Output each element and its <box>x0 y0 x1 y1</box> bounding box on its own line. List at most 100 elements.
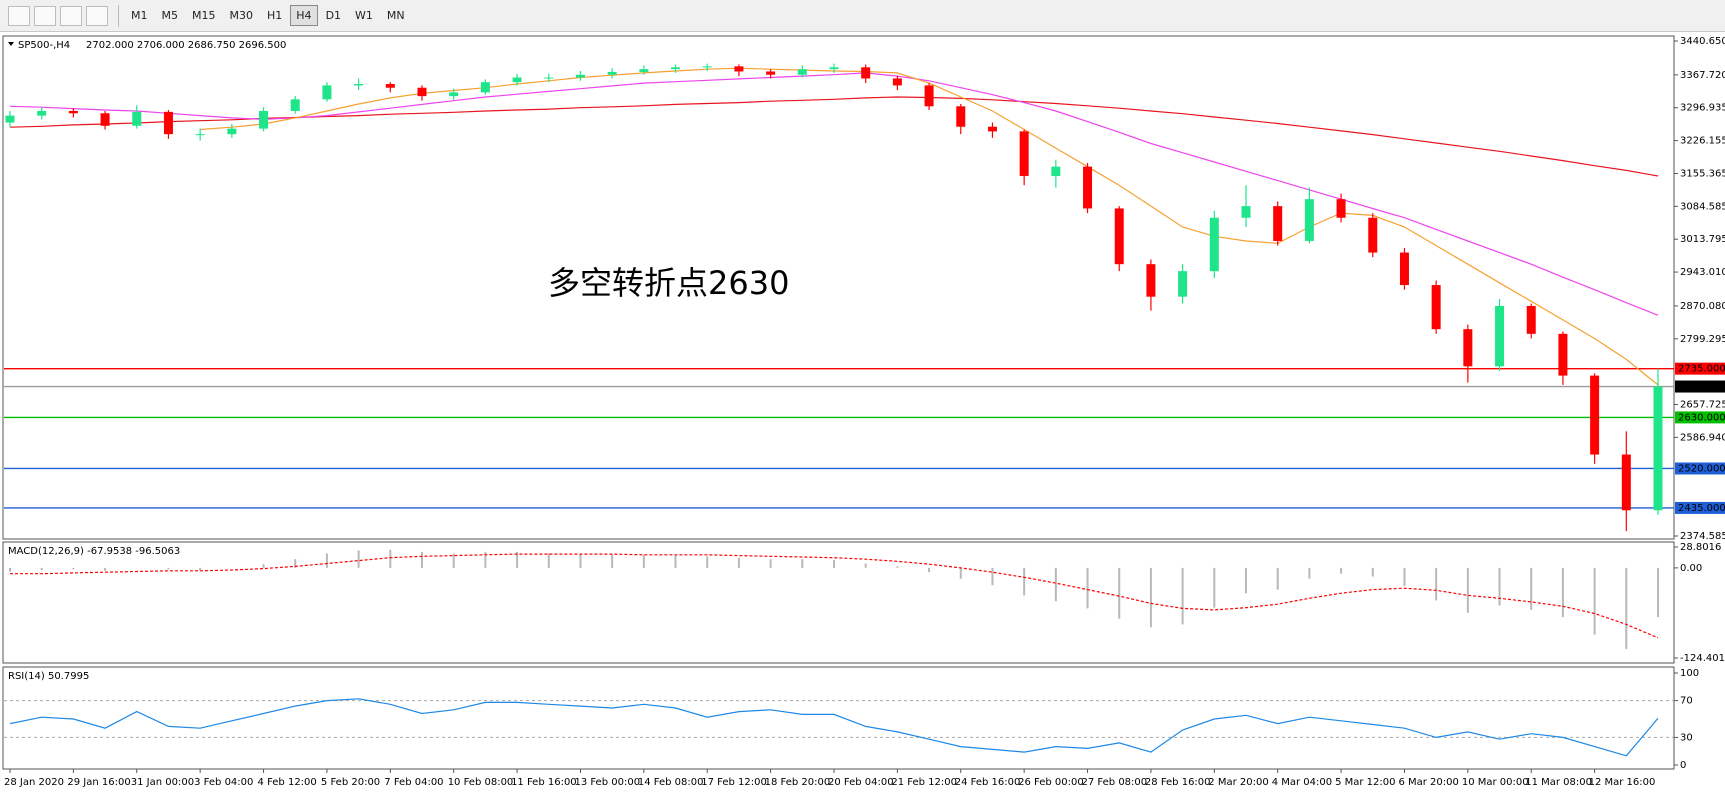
level-label-box <box>1675 501 1725 514</box>
candle-body <box>195 134 205 136</box>
level-label-box <box>1675 411 1725 424</box>
candle-body <box>163 111 173 135</box>
pane-title: RSI(14) 50.7995 <box>8 671 89 682</box>
y-tick-label: -124.4011 <box>1680 653 1725 664</box>
y-tick-label: 2657.725 <box>1680 400 1725 411</box>
y-tick-label: 2586.940 <box>1680 432 1725 443</box>
timeframe-button[interactable]: M5 <box>161 9 179 22</box>
candle-body <box>1178 271 1188 297</box>
candle-body <box>575 74 585 78</box>
y-tick-label: 0 <box>1680 760 1686 771</box>
timeframe-button[interactable]: D1 <box>325 9 342 22</box>
x-tick-label: 2 Mar 20:00 <box>1208 777 1268 788</box>
y-tick-label: 30 <box>1680 732 1693 743</box>
x-tick-label: 5 Feb 20:00 <box>321 777 380 788</box>
candle-body <box>924 85 934 107</box>
timeframe-button[interactable]: W1 <box>355 9 373 22</box>
candle-body <box>449 92 459 97</box>
candle-body <box>1241 206 1251 218</box>
candle-body <box>1083 166 1093 209</box>
toolbar: M1 M5 M15 M30 H1 H4 D1 W1 MN <box>0 0 1725 32</box>
candle-body <box>385 84 395 88</box>
candle-body <box>892 78 902 86</box>
candle-body <box>1558 333 1568 376</box>
x-tick-label: 7 Feb 04:00 <box>384 777 443 788</box>
y-tick-label: 2374.585 <box>1680 531 1725 542</box>
timeframe-button[interactable]: M30 <box>229 9 254 22</box>
x-tick-label: 17 Feb 12:00 <box>701 777 767 788</box>
candle-body <box>1019 131 1029 176</box>
separator <box>118 4 119 27</box>
x-tick-label: 12 Mar 16:00 <box>1589 777 1656 788</box>
candle-body <box>671 67 681 70</box>
candle-body <box>702 66 712 68</box>
x-tick-label: 20 Feb 04:00 <box>828 777 894 788</box>
tool-button[interactable] <box>8 5 30 26</box>
tool-button[interactable] <box>86 5 108 26</box>
x-tick-label: 10 Feb 08:00 <box>448 777 514 788</box>
x-tick-label: 28 Jan 2020 <box>4 777 64 788</box>
level-label-box <box>1675 462 1725 475</box>
chart: 3440.650 3367.720 3296.935 3226.155 3155.365… <box>2 35 1725 788</box>
x-tick-label: 10 Mar 00:00 <box>1462 777 1529 788</box>
y-tick-label: 3440.650 <box>1680 36 1725 47</box>
candle-body <box>259 110 269 129</box>
candle-body <box>861 67 871 79</box>
level-label: 2735.000 <box>1678 364 1725 375</box>
candle-body <box>480 82 490 93</box>
timeframe-button[interactable]: H1 <box>267 9 283 22</box>
x-tick-label: 31 Jan 00:00 <box>131 777 194 788</box>
candle-body <box>1336 199 1346 218</box>
candle-body <box>227 128 237 135</box>
chart-title: SP500-,H4 <box>18 40 70 51</box>
candle-body <box>797 69 807 75</box>
ohlc-header: 2702.000 2706.000 2686.750 2696.500 <box>86 40 286 51</box>
candle-body <box>1653 386 1663 511</box>
candle-body <box>766 71 776 75</box>
x-tick-label: 11 Mar 08:00 <box>1525 777 1592 788</box>
candle-body <box>1051 166 1061 176</box>
x-tick-label: 13 Feb 00:00 <box>574 777 640 788</box>
level-label: 2696.500 <box>1678 382 1725 393</box>
candle-body <box>1590 375 1600 455</box>
x-tick-label: 4 Feb 12:00 <box>258 777 317 788</box>
level-label: 2520.000 <box>1678 463 1725 474</box>
y-tick-label: 3155.365 <box>1680 168 1725 179</box>
y-tick-label: 70 <box>1680 696 1693 707</box>
candle-body <box>417 87 427 97</box>
candle-body <box>956 106 966 127</box>
timeframes: M1 M5 M15 M30 H1 H4 D1 W1 MN <box>125 5 413 26</box>
timeframe-button[interactable]: M15 <box>192 9 216 22</box>
candle-body <box>1431 285 1441 330</box>
y-tick-label: 2799.295 <box>1680 334 1725 345</box>
x-tick-label: 24 Feb 16:00 <box>955 777 1021 788</box>
x-tick-label: 28 Feb 16:00 <box>1145 777 1211 788</box>
level-label: 2435.000 <box>1678 503 1725 514</box>
level-label-box <box>1675 380 1725 393</box>
x-tick-label: 18 Feb 20:00 <box>765 777 831 788</box>
y-tick-label: 3367.720 <box>1680 70 1725 81</box>
x-tick-label: 21 Feb 12:00 <box>891 777 957 788</box>
timeframe-button[interactable]: H4 <box>290 5 318 26</box>
moving-average <box>9 72 1659 316</box>
candle-body <box>322 85 332 100</box>
tool-button[interactable] <box>34 5 56 26</box>
candle-body <box>68 110 78 114</box>
candle-body <box>1273 206 1283 241</box>
y-tick-label: 2870.080 <box>1680 301 1725 312</box>
candle-body <box>512 77 522 83</box>
candle-body <box>987 126 997 132</box>
pane-frame <box>2 35 1675 540</box>
candle-body <box>354 84 364 86</box>
candle-body <box>100 113 110 126</box>
x-tick-label: 3 Feb 04:00 <box>194 777 253 788</box>
timeframe-button[interactable]: M1 <box>131 9 148 22</box>
level-label-box <box>1675 362 1725 375</box>
y-tick-label: 28.8016 <box>1680 542 1721 553</box>
tool-button[interactable] <box>60 5 82 26</box>
candle-body <box>1146 264 1156 297</box>
x-tick-label: 4 Mar 04:00 <box>1272 777 1332 788</box>
pane-frame <box>2 666 1675 770</box>
timeframe-button[interactable]: MN <box>386 9 405 22</box>
